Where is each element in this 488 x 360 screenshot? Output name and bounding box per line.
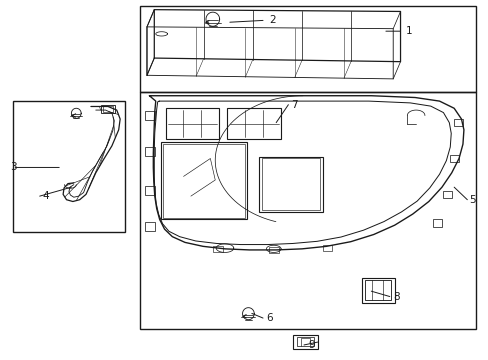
Bar	[268, 247, 278, 253]
Bar	[144, 111, 155, 120]
Bar	[449, 155, 458, 162]
Bar	[144, 222, 155, 231]
Bar	[432, 220, 441, 226]
Text: 2: 2	[268, 15, 275, 26]
Text: 9: 9	[307, 340, 314, 350]
Text: 3: 3	[10, 162, 17, 172]
Bar	[261, 158, 320, 211]
Bar	[140, 92, 475, 329]
Bar	[144, 147, 155, 156]
Bar	[212, 246, 222, 252]
Bar	[163, 144, 244, 218]
Text: 1: 1	[405, 26, 411, 36]
Bar	[322, 245, 331, 251]
Bar	[259, 157, 322, 212]
Bar	[102, 106, 113, 112]
Bar	[297, 337, 313, 346]
Text: 8: 8	[392, 292, 399, 302]
Bar	[160, 142, 247, 220]
Bar	[140, 6, 475, 92]
Bar	[442, 191, 451, 198]
Bar	[365, 280, 390, 300]
Bar	[453, 119, 462, 126]
Bar	[165, 108, 219, 139]
Bar	[227, 108, 281, 139]
Bar	[13, 101, 125, 232]
Bar	[101, 105, 115, 113]
Bar	[144, 186, 155, 195]
Text: 5: 5	[468, 195, 474, 205]
Text: 7: 7	[290, 100, 297, 110]
Text: 4: 4	[42, 191, 49, 201]
Bar	[361, 278, 394, 303]
Bar	[293, 335, 317, 348]
Text: 6: 6	[266, 313, 272, 323]
